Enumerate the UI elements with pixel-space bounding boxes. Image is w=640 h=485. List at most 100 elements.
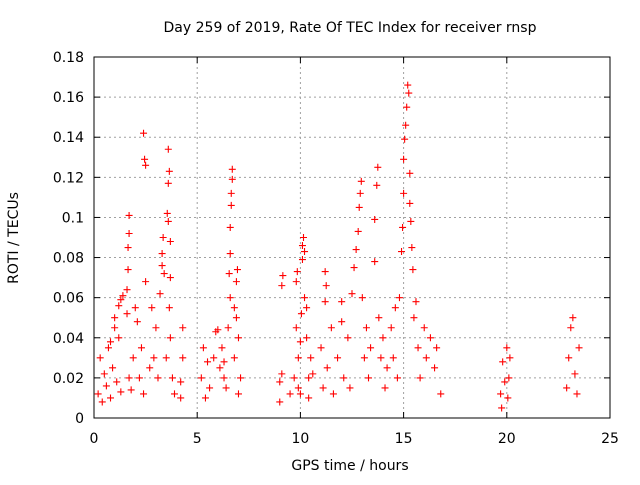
y-tick-label: 0.12 xyxy=(53,170,84,186)
grid-lines xyxy=(94,57,610,418)
data-point-plus-marker xyxy=(346,384,354,392)
data-point-plus-marker xyxy=(409,266,417,274)
y-tick-label: 0.06 xyxy=(53,291,84,307)
data-point-plus-marker xyxy=(391,304,399,312)
data-point-plus-marker xyxy=(301,294,309,302)
data-point-plus-marker xyxy=(375,314,383,322)
data-point-plus-marker xyxy=(301,248,309,256)
data-point-plus-marker xyxy=(340,374,348,382)
data-point-plus-marker xyxy=(123,310,131,318)
data-point-plus-marker xyxy=(426,334,434,342)
data-point-plus-marker xyxy=(165,304,173,312)
data-point-plus-marker xyxy=(102,382,110,390)
data-point-plus-marker xyxy=(237,374,245,382)
data-point-plus-marker xyxy=(305,374,313,382)
data-point-plus-marker xyxy=(113,378,121,386)
data-point-plus-marker xyxy=(222,384,230,392)
data-point-plus-marker xyxy=(142,161,150,169)
data-point-plus-marker xyxy=(420,324,428,332)
data-point-plus-marker xyxy=(225,270,233,278)
data-point-plus-marker xyxy=(166,238,174,246)
data-point-plus-marker xyxy=(321,298,329,306)
data-point-plus-marker xyxy=(348,290,356,298)
y-tick-label: 0.02 xyxy=(53,371,84,387)
data-point-plus-marker xyxy=(154,374,162,382)
data-point-plus-marker xyxy=(201,394,209,402)
data-point-plus-marker xyxy=(119,292,127,300)
data-point-plus-marker xyxy=(166,274,174,282)
data-point-plus-marker xyxy=(338,318,346,326)
data-point-plus-marker xyxy=(214,326,222,334)
data-point-plus-marker xyxy=(286,390,294,398)
data-point-plus-marker xyxy=(373,181,381,189)
y-tick-label: 0 xyxy=(75,411,84,427)
data-point-plus-marker xyxy=(115,302,123,310)
data-point-plus-marker xyxy=(371,258,379,266)
data-point-plus-marker xyxy=(393,374,401,382)
data-point-plus-marker xyxy=(279,272,287,280)
data-point-plus-marker xyxy=(498,404,506,412)
data-point-plus-marker xyxy=(216,364,224,372)
data-point-plus-marker xyxy=(98,398,106,406)
data-point-plus-marker xyxy=(504,394,512,402)
data-point-plus-marker xyxy=(94,390,102,398)
data-point-plus-marker xyxy=(367,344,375,352)
data-point-plus-marker xyxy=(124,266,132,274)
data-point-plus-marker xyxy=(179,354,187,362)
data-point-plus-marker xyxy=(317,344,325,352)
data-point-plus-marker xyxy=(294,384,302,392)
data-point-plus-marker xyxy=(220,374,228,382)
data-point-plus-marker xyxy=(365,374,373,382)
data-point-plus-marker xyxy=(329,390,337,398)
data-point-plus-marker xyxy=(501,378,509,386)
axis-ticks: 0 5 10 15 20 25 0 0.02 0.04 0.06 0.08 0.1 0.12 0.14 0.… xyxy=(53,50,619,447)
data-point-plus-marker xyxy=(350,264,358,272)
data-point-plus-marker xyxy=(357,177,365,185)
data-point-plus-marker xyxy=(204,358,212,366)
data-point-plus-marker xyxy=(437,390,445,398)
data-point-plus-marker xyxy=(159,234,167,241)
data-point-plus-marker xyxy=(414,344,422,352)
y-tick-label: 0.08 xyxy=(53,251,84,267)
data-point-plus-marker xyxy=(321,268,329,276)
data-point-plus-marker xyxy=(422,354,430,362)
data-point-plus-marker xyxy=(210,354,218,362)
data-point-plus-marker xyxy=(360,354,368,362)
data-point-plus-marker xyxy=(374,163,382,171)
data-point-plus-marker xyxy=(162,354,170,362)
data-point-plus-marker xyxy=(127,386,135,394)
data-point-plus-marker xyxy=(293,268,301,276)
data-point-plus-marker xyxy=(410,314,418,322)
data-point-plus-marker xyxy=(573,390,581,398)
data-point-plus-marker xyxy=(117,388,125,396)
data-point-plus-marker xyxy=(401,135,409,143)
data-point-plus-marker xyxy=(226,250,234,258)
data-point-plus-marker xyxy=(140,129,148,137)
data-points xyxy=(94,81,583,412)
data-point-plus-marker xyxy=(163,209,171,217)
data-point-plus-marker xyxy=(303,334,311,342)
data-point-plus-marker xyxy=(299,234,307,241)
data-point-plus-marker xyxy=(109,364,117,372)
y-tick-label: 0.04 xyxy=(53,331,84,347)
data-point-plus-marker xyxy=(227,189,235,197)
data-point-plus-marker xyxy=(563,384,571,392)
data-point-plus-marker xyxy=(160,270,168,278)
data-point-plus-marker xyxy=(179,324,187,332)
data-point-plus-marker xyxy=(569,314,577,322)
data-point-plus-marker xyxy=(399,223,407,231)
data-point-plus-marker xyxy=(307,354,315,362)
x-tick-label: 5 xyxy=(193,431,202,447)
data-point-plus-marker xyxy=(133,318,141,326)
data-point-plus-marker xyxy=(575,344,583,352)
data-point-plus-marker xyxy=(405,89,413,97)
data-point-plus-marker xyxy=(412,298,420,306)
data-point-plus-marker xyxy=(107,394,115,402)
data-point-plus-marker xyxy=(503,344,511,352)
data-point-plus-marker xyxy=(206,384,214,392)
data-point-plus-marker xyxy=(334,354,342,362)
data-point-plus-marker xyxy=(292,324,300,332)
data-point-plus-marker xyxy=(322,282,330,290)
